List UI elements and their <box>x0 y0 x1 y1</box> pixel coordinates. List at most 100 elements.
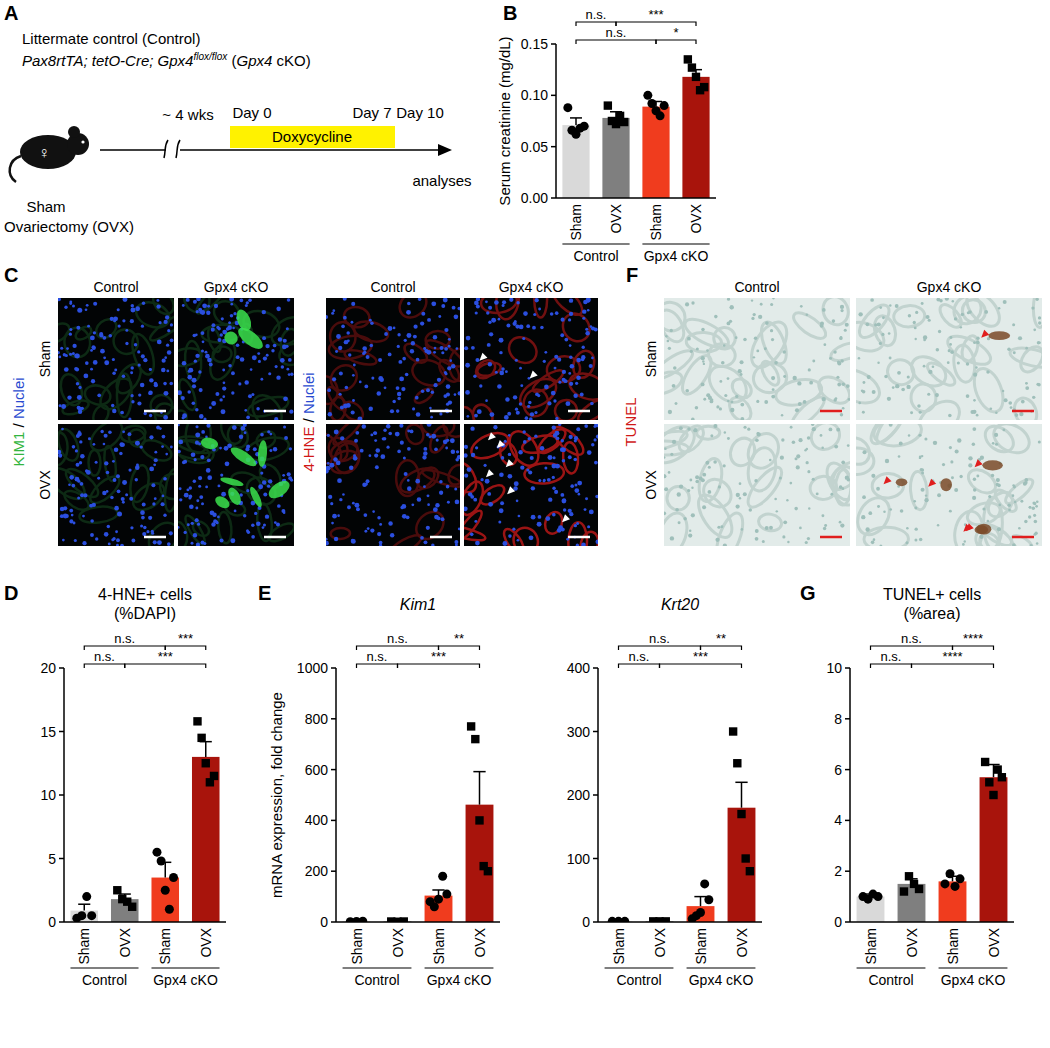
significance-bracket <box>656 40 696 44</box>
nucleus <box>343 298 347 301</box>
nucleus <box>187 523 190 526</box>
nucleus <box>401 504 406 509</box>
nucleus <box>901 388 905 392</box>
nucleus <box>889 357 892 360</box>
nucleus <box>93 443 96 446</box>
nucleus <box>719 407 722 410</box>
nucleus <box>198 485 201 488</box>
tubule <box>912 394 966 420</box>
scale-bar <box>430 536 452 539</box>
nucleus <box>938 330 941 333</box>
error-bar <box>473 772 485 805</box>
day-label: Day 7 <box>352 104 391 121</box>
nucleus <box>426 388 430 392</box>
nucleus <box>76 326 80 330</box>
nucleus <box>388 432 392 436</box>
nucleus <box>236 343 240 347</box>
nucleus <box>569 355 573 359</box>
nucleus <box>347 339 350 342</box>
nucleus <box>334 429 339 434</box>
nucleus <box>346 403 351 408</box>
nucleus <box>923 365 926 368</box>
nucleus <box>72 304 75 307</box>
significance-label: *** <box>693 649 708 664</box>
nucleus <box>230 303 233 306</box>
treatment-box <box>230 126 395 148</box>
bar <box>682 77 709 198</box>
nucleus <box>161 368 166 373</box>
stain-label: 4-HNE / Nuclei <box>300 372 317 471</box>
nucleus <box>251 523 255 527</box>
nucleus <box>691 487 693 489</box>
category-label: OVX <box>652 927 668 957</box>
nucleus <box>501 456 505 460</box>
nucleus <box>695 475 699 479</box>
nucleus <box>77 308 82 313</box>
stain-label-part: / <box>300 414 317 427</box>
tunel-signal <box>988 331 1010 340</box>
nucleus <box>423 485 426 488</box>
arrowhead <box>562 514 570 522</box>
significance-label: *** <box>431 649 446 664</box>
nucleus <box>1025 386 1029 390</box>
nucleus <box>887 397 891 401</box>
nucleus <box>207 458 211 462</box>
nucleus <box>808 368 811 371</box>
nucleus <box>968 310 971 313</box>
nucleus <box>86 304 89 307</box>
tubule <box>893 305 925 328</box>
nucleus <box>77 496 80 499</box>
image-background <box>464 298 598 420</box>
panel-letter: E <box>258 582 271 604</box>
nucleus <box>506 323 510 327</box>
nucleus <box>384 332 388 336</box>
tubule <box>1032 298 1042 328</box>
nucleus <box>288 373 291 376</box>
nucleus <box>950 350 954 354</box>
nucleus <box>820 324 824 328</box>
nucleus <box>379 523 382 526</box>
error-stem <box>700 897 702 907</box>
nucleus <box>283 426 286 429</box>
nucleus <box>907 376 910 379</box>
nucleus <box>69 353 72 356</box>
tubule <box>709 323 739 353</box>
nucleus <box>347 505 351 509</box>
nucleus <box>134 343 138 347</box>
nucleus <box>806 461 809 464</box>
significance-label: n.s. <box>881 649 902 664</box>
nucleus <box>529 535 534 540</box>
category-label: Sham <box>611 928 627 965</box>
y-tick-label: 1000 <box>297 660 328 676</box>
nucleus <box>427 503 430 506</box>
group-line <box>687 967 756 968</box>
nucleus <box>829 357 832 360</box>
nucleus <box>447 366 451 370</box>
nucleus <box>258 484 263 489</box>
micrograph <box>464 298 598 420</box>
nucleus <box>397 333 400 336</box>
nucleus <box>95 537 98 540</box>
nucleus <box>668 410 672 414</box>
nucleus <box>265 514 269 518</box>
nucleus <box>90 519 94 523</box>
nucleus <box>872 390 876 394</box>
nucleus <box>534 411 537 414</box>
nucleus <box>268 479 272 483</box>
category-label: Sham <box>349 928 365 965</box>
tubule <box>509 524 542 546</box>
nucleus <box>215 392 219 396</box>
nucleus <box>703 363 705 365</box>
kim1-signal <box>266 477 293 502</box>
row-label: Sham <box>643 341 659 378</box>
nucleus <box>913 321 916 324</box>
nucleus <box>764 347 767 350</box>
nucleus <box>714 315 718 319</box>
tubule <box>806 424 844 455</box>
y-tick-label: 8 <box>834 711 842 727</box>
nucleus <box>522 337 525 340</box>
significance-label: n.s. <box>606 25 627 40</box>
tubule <box>667 486 690 510</box>
nucleus <box>421 389 425 393</box>
nucleus <box>554 355 558 359</box>
